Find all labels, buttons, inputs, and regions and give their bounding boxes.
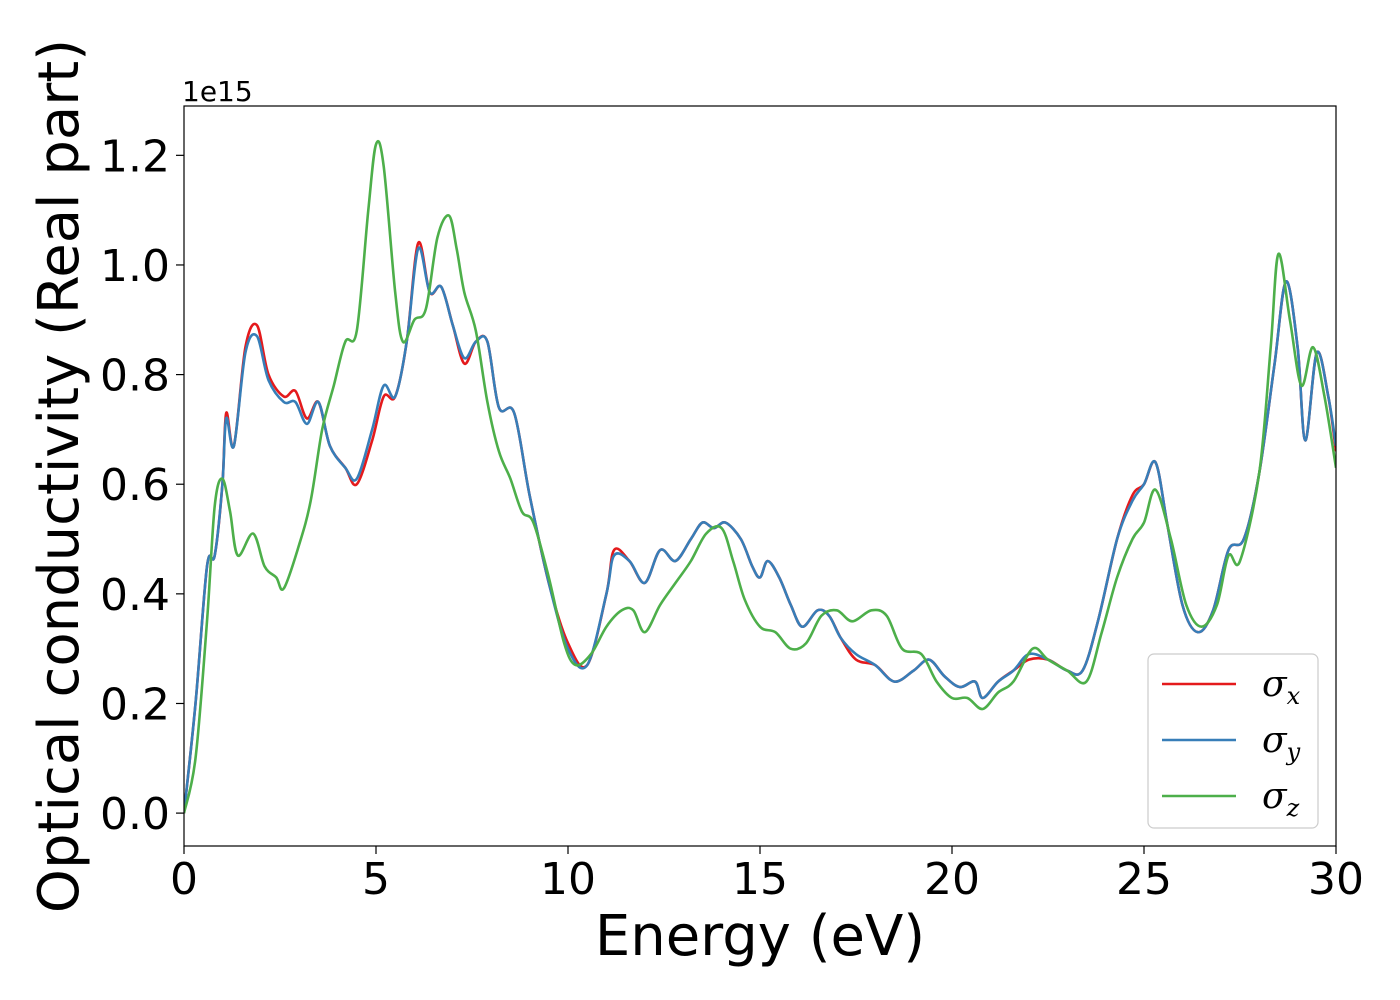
y-tick-label: 1.0	[100, 241, 170, 292]
y-axis-ticks: 0.0 0.2 0.4 0.6 0.8 1.0 1.2	[100, 131, 184, 840]
legend-label-y: σy	[1262, 720, 1301, 766]
y-tick-label: 0.2	[100, 679, 170, 730]
series-layer	[184, 139, 1336, 814]
x-axis-label: Energy (eV)	[595, 904, 925, 969]
x-tick-label: 5	[362, 854, 390, 905]
series-line-z	[184, 139, 1336, 814]
x-tick-label: 0	[170, 854, 198, 905]
legend: σx σy σz	[1147, 653, 1319, 829]
y-tick-label: 0.6	[100, 460, 170, 511]
y-axis-label: Optical conductivity (Real part)	[27, 39, 92, 913]
x-tick-label: 30	[1308, 854, 1364, 905]
y-tick-label: 0.8	[100, 351, 170, 402]
x-tick-label: 15	[732, 854, 788, 905]
x-axis-ticks: 0 5 10 15 20 25 30	[170, 846, 1364, 905]
y-tick-label: 0.4	[100, 570, 170, 621]
x-tick-label: 10	[540, 854, 596, 905]
x-tick-label: 25	[1116, 854, 1172, 905]
x-tick-label: 20	[924, 854, 980, 905]
y-tick-label: 1.2	[100, 131, 170, 182]
y-tick-label: 0.0	[100, 789, 170, 840]
y-offset-label: 1e15	[182, 75, 253, 108]
legend-label-z: σz	[1262, 776, 1300, 822]
series-line-y	[184, 246, 1336, 814]
plot-area	[184, 106, 1336, 846]
legend-label-x: σx	[1262, 664, 1301, 710]
